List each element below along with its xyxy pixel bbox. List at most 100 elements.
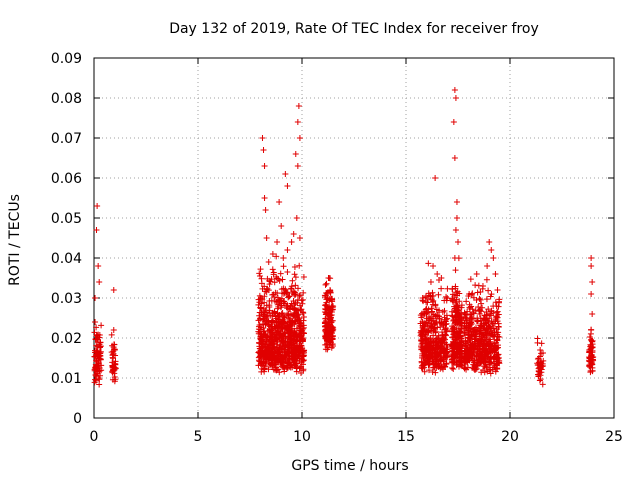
data-point xyxy=(479,283,486,289)
data-point xyxy=(483,322,490,329)
data-point xyxy=(299,309,306,316)
data-point xyxy=(93,373,100,380)
data-point xyxy=(298,306,305,313)
data-point xyxy=(494,331,501,338)
data-point xyxy=(588,255,595,261)
y-tick-label: 0.07 xyxy=(51,131,82,147)
data-point xyxy=(449,325,456,332)
data-point xyxy=(296,235,303,241)
data-point xyxy=(296,262,303,269)
data-point xyxy=(282,300,289,307)
data-point xyxy=(438,275,445,281)
data-point xyxy=(97,356,104,363)
data-point xyxy=(424,355,431,362)
data-point xyxy=(274,239,281,245)
data-point xyxy=(453,199,460,205)
data-point xyxy=(479,348,486,355)
data-point xyxy=(450,359,457,366)
data-point xyxy=(479,304,486,311)
data-point xyxy=(260,331,267,338)
data-point xyxy=(326,275,333,281)
data-point xyxy=(92,376,99,383)
data-point xyxy=(437,365,444,372)
data-point xyxy=(292,318,299,325)
data-point xyxy=(587,367,594,374)
y-tick-label: 0.09 xyxy=(51,51,82,67)
y-axis-label: ROTI / TECUs xyxy=(7,194,23,286)
data-point xyxy=(494,355,501,362)
data-point xyxy=(588,327,595,333)
data-point xyxy=(279,310,286,317)
data-point xyxy=(470,361,477,368)
data-point xyxy=(280,263,287,270)
data-point xyxy=(480,363,487,370)
data-point xyxy=(536,377,543,384)
data-point xyxy=(109,376,116,383)
data-point xyxy=(452,227,459,233)
data-point xyxy=(443,360,450,367)
data-point xyxy=(537,376,544,383)
data-point xyxy=(443,327,450,334)
data-point xyxy=(589,279,596,285)
data-point xyxy=(328,336,335,343)
data-point xyxy=(298,347,305,354)
data-point xyxy=(431,350,438,357)
data-point xyxy=(95,263,102,269)
data-point xyxy=(257,266,264,273)
data-point xyxy=(420,322,427,329)
data-point xyxy=(468,311,475,318)
data-point xyxy=(484,317,491,324)
data-point xyxy=(327,287,334,293)
data-point xyxy=(429,315,436,322)
data-point xyxy=(255,323,262,330)
data-point xyxy=(538,359,545,365)
data-point xyxy=(436,315,443,322)
data-point xyxy=(109,354,116,361)
data-point xyxy=(258,355,265,362)
data-point xyxy=(534,361,541,368)
plot-frame xyxy=(93,57,615,419)
data-point xyxy=(329,317,336,324)
data-point xyxy=(276,348,283,355)
data-point xyxy=(467,342,474,349)
data-point xyxy=(291,327,298,334)
data-point xyxy=(466,351,473,358)
data-point xyxy=(257,316,264,323)
data-point xyxy=(289,364,296,371)
data-point xyxy=(589,364,596,371)
data-point xyxy=(291,310,298,317)
data-point xyxy=(450,324,457,331)
data-point xyxy=(461,365,468,372)
data-point xyxy=(265,259,272,265)
data-point xyxy=(443,293,450,300)
data-point xyxy=(494,337,501,344)
data-point xyxy=(325,295,331,301)
data-point xyxy=(481,369,488,376)
data-point xyxy=(487,359,494,366)
data-point xyxy=(97,343,104,350)
data-point xyxy=(473,271,480,277)
data-point xyxy=(587,346,594,353)
data-point xyxy=(494,366,501,373)
data-point xyxy=(458,304,465,311)
data-point xyxy=(96,279,103,285)
data-point xyxy=(282,286,289,293)
data-point xyxy=(298,342,305,349)
data-point xyxy=(97,348,104,355)
data-point xyxy=(328,319,335,326)
data-point xyxy=(589,341,596,348)
data-point xyxy=(264,275,271,282)
data-point xyxy=(430,263,437,269)
data-point xyxy=(261,195,268,201)
data-point xyxy=(453,312,460,319)
data-point xyxy=(257,335,264,342)
data-point xyxy=(481,349,488,356)
data-point xyxy=(471,357,478,364)
data-point xyxy=(470,294,477,301)
data-point xyxy=(486,324,493,331)
data-point xyxy=(291,263,298,270)
data-point xyxy=(266,298,273,305)
data-point xyxy=(485,335,492,342)
data-point xyxy=(300,313,307,320)
data-point xyxy=(299,300,306,307)
